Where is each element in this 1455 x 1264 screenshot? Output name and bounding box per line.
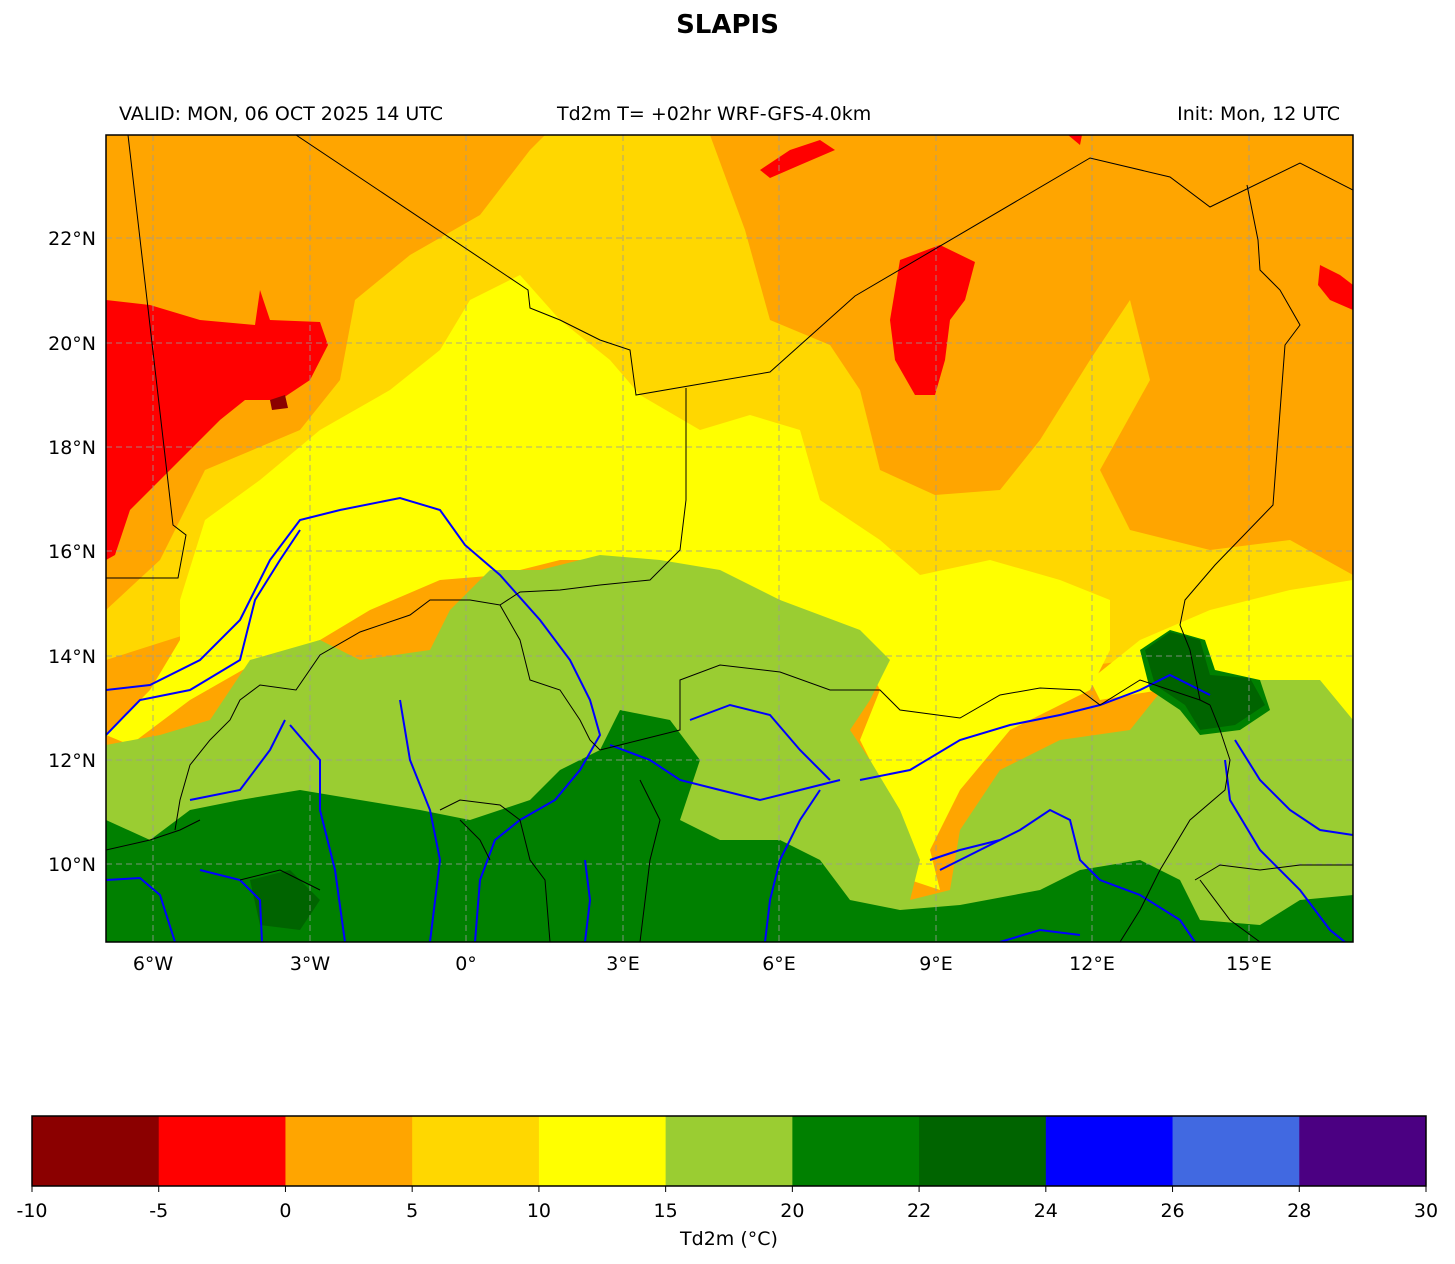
niger-river [106,496,602,942]
field-darkgreen-south [250,870,320,930]
lon-tick-label: 3°E [606,953,640,975]
map-frame [105,134,1354,943]
colorbar-tick-label: 24 [1034,1200,1058,1222]
field-red-center [890,245,975,395]
lon-tick-label: 9°E [919,953,953,975]
init-time-label: Init: Mon, 12 UTC [1177,103,1340,125]
colorbar-tick-label: 22 [907,1200,931,1222]
logone-river [1224,759,1346,942]
lon-tick-label: 3°W [290,953,331,975]
colorbar-segment [285,1116,413,1186]
chari-river [1234,739,1353,836]
lat-tick-label: 18°N [48,437,96,459]
volta-lower [584,859,592,942]
niger-branch [106,529,301,736]
colorbar-tick-label: 20 [780,1200,804,1222]
hadejia-river [929,839,1001,861]
rivers [106,496,1353,942]
colorbar-segment [158,1116,286,1186]
lat-tick-label: 10°N [48,854,96,876]
lat-tick-labels: 22°N 20°N 18°N 16°N 14°N 12°N 10°N [48,228,96,876]
benue-river [609,744,841,802]
colorbar-tick-label: 28 [1287,1200,1311,1222]
field-red-west [106,290,328,560]
lat-tick-label: 20°N [48,333,96,355]
colorbar-segment [1045,1116,1174,1186]
colorbar-segment [792,1116,920,1186]
colorbar-tick-label: -10 [16,1200,47,1222]
lat-tick-label: 12°N [48,750,96,772]
colorbar-tick-label: 15 [654,1200,678,1222]
field-yellow [106,275,1110,890]
oti-river [399,699,442,942]
colorbar-segment [665,1116,793,1186]
colorbar-segment [919,1116,1047,1186]
figure-title: SLAPIS [676,10,779,40]
west-river-south2 [199,869,263,942]
lon-tick-label: 15°E [1226,953,1272,975]
colorbar-segment [1299,1116,1427,1186]
colorbar-segment [538,1116,667,1186]
gongola-river [999,928,1081,942]
colorbar-frame [31,1115,1427,1187]
colorbar-tick-label: 26 [1160,1200,1184,1222]
lat-tick-label: 22°N [48,228,96,250]
field-description-label: Td2m T= +02hr WRF-GFS-4.0km [557,103,872,125]
colorbar: -10 -5 0 5 10 15 20 22 24 26 28 30 [16,1115,1438,1222]
lon-tick-labels: 6°W 3°W 0° 3°E 6°E 9°E 12°E 15°E [133,953,1272,975]
lat-tick-label: 14°N [48,646,96,668]
lon-tick-label: 0° [455,953,477,975]
lon-tick-label: 6°E [762,953,796,975]
colorbar-tick-label: 30 [1414,1200,1438,1222]
colorbar-tick-label: -5 [149,1200,168,1222]
colorbar-segment [1172,1116,1300,1186]
komadugu-river [859,673,1211,781]
volta-river [289,724,346,942]
country-borders [106,135,1353,942]
colorbar-label: Td2m (°C) [679,1228,778,1250]
lon-tick-label: 6°W [133,953,174,975]
lon-tick-label: 12°E [1069,953,1115,975]
gridlines [106,135,1353,942]
valid-time-label: VALID: MON, 06 OCT 2025 14 UTC [119,103,444,125]
lat-tick-label: 16°N [48,541,96,563]
sokoto-river [689,703,831,781]
field-green [106,710,1353,942]
colorbar-tick-label: 10 [527,1200,551,1222]
colorbar-tick-label: 5 [406,1200,418,1222]
field-darkred-spot [270,395,288,410]
colorbar-segment [32,1116,160,1186]
field-darkgreen-east [1145,632,1265,730]
map-area [106,135,1353,942]
colorbar-tick-label: 0 [279,1200,291,1222]
west-river-south [106,876,176,942]
field-red-northeast [1318,265,1353,310]
field-red-topedge [1068,135,1082,145]
volta-white [189,719,286,801]
kaduna-river [764,789,821,942]
colorbar-segment [412,1116,540,1186]
